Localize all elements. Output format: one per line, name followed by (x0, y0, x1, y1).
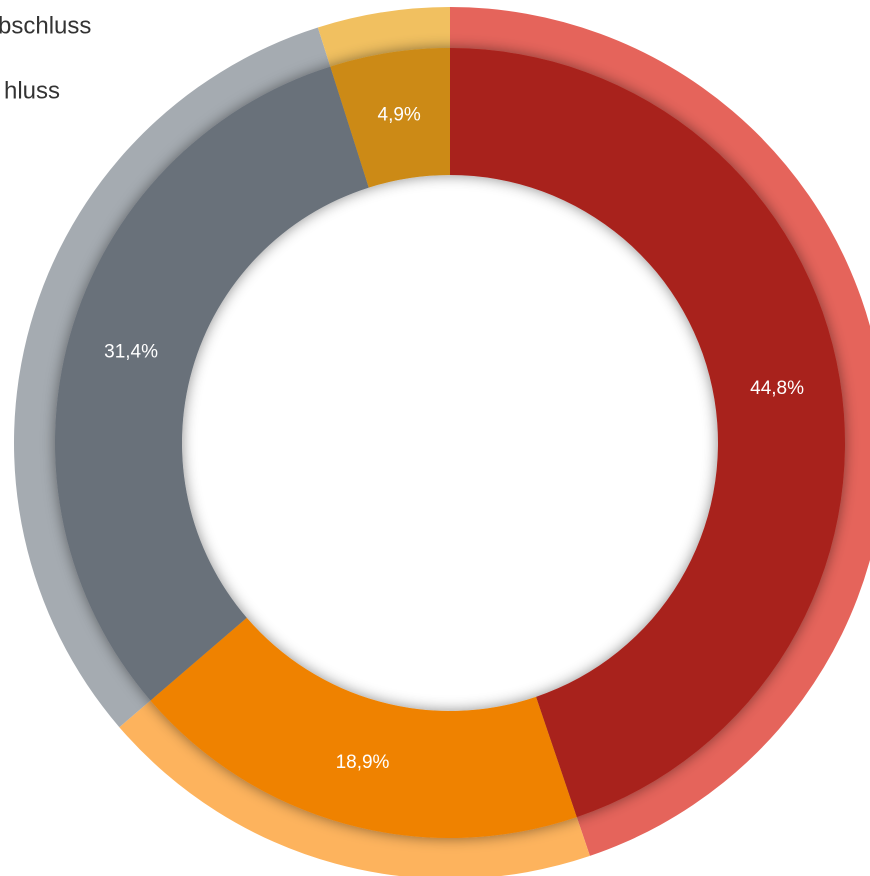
outer-segment (317, 6, 450, 72)
value-label: 31,4% (104, 342, 158, 363)
value-label: 18,9% (336, 752, 390, 773)
value-label: 44,8% (750, 378, 804, 399)
outer-segment (14, 27, 332, 728)
segment (55, 66, 369, 701)
value-label: 4,9% (378, 104, 421, 125)
segment (330, 48, 450, 188)
labels: 44,8% 18,9% 31,4% 4,9% (104, 104, 804, 772)
segment (450, 48, 845, 818)
inner-ring (55, 48, 845, 839)
legend-text: bschluss (0, 12, 91, 39)
segment (150, 617, 577, 839)
legend-text: hluss (4, 77, 60, 104)
legend: bschluss hluss (0, 12, 91, 104)
